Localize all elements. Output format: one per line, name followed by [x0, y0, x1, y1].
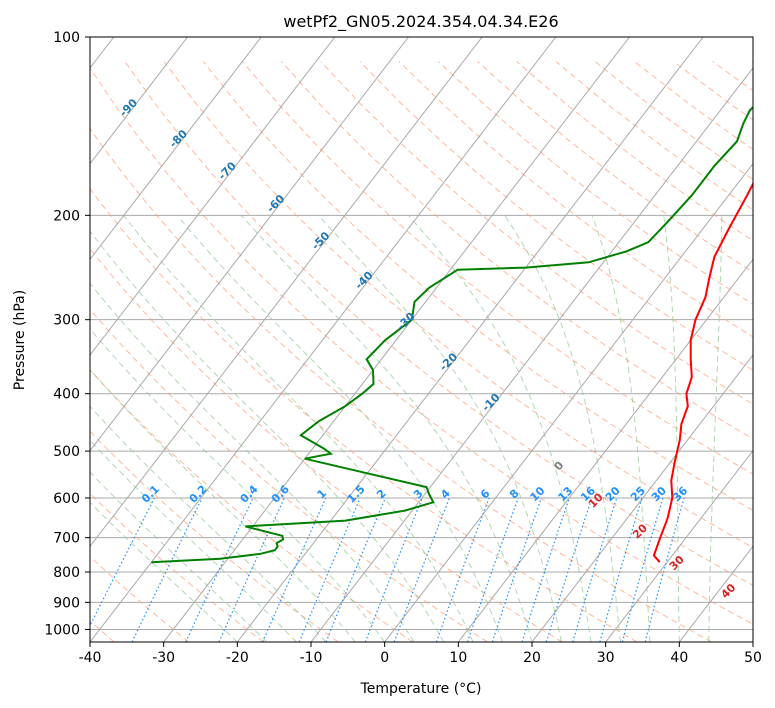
mixing-ratio-line	[131, 497, 203, 642]
isotherm-line	[90, 37, 336, 356]
y-tick-label: 600	[53, 491, 80, 507]
mixing-ratio-line	[262, 497, 327, 642]
dry-adiabat	[163, 61, 753, 549]
dry-adiabat	[90, 248, 563, 642]
isotherm-line	[90, 37, 188, 165]
chart-title: wetPf2_GN05.2024.354.04.34.E26	[283, 12, 558, 32]
isotherm-line	[90, 37, 262, 261]
mixing-ratio-line	[90, 497, 155, 627]
moist-adiabat	[591, 215, 651, 642]
dry-adiabat	[124, 61, 753, 586]
isotherm-line	[310, 67, 753, 642]
moist-adiabat	[90, 471, 268, 642]
y-tick-label: 200	[53, 208, 80, 224]
x-tick-label: -30	[152, 650, 175, 666]
mixing-ratio-line	[545, 497, 593, 642]
x-tick-label: 0	[380, 650, 389, 666]
moist-adiabat	[663, 215, 680, 642]
mixing-ratio-line	[621, 497, 664, 642]
y-tick-label: 1000	[44, 622, 80, 638]
dry-adiabat	[90, 555, 190, 642]
x-tick-label: 50	[744, 650, 762, 666]
y-tick-label: 900	[53, 595, 80, 611]
mixing-ratio-line	[572, 497, 618, 642]
x-axis-label: Temperature (°C)	[360, 681, 482, 697]
moist-adiabat	[504, 215, 621, 642]
dry-adiabat	[90, 430, 339, 642]
mixing-ratio-line	[599, 497, 643, 642]
isotherm-line	[384, 162, 753, 642]
mixing-ratio-line	[435, 497, 490, 642]
dry-adiabat	[90, 187, 638, 642]
plot-area: -100-90-80-70-60-50-40-30-20-100.10.20.4…	[90, 37, 753, 642]
y-tick-label: 100	[53, 30, 80, 46]
x-tick-label: -40	[79, 650, 102, 666]
y-tick-label: 700	[53, 531, 80, 547]
mixing-ratio-line	[364, 497, 423, 642]
isotherm-line	[531, 354, 753, 642]
isotherm-line	[90, 37, 409, 452]
x-tick-label: 30	[597, 650, 615, 666]
y-tick-label: 300	[53, 313, 80, 329]
y-axis-label: Pressure (hPa)	[12, 290, 28, 390]
x-tick-label: 40	[670, 650, 688, 666]
temperature-profile-line	[652, 181, 753, 563]
x-tick-label: 20	[523, 650, 541, 666]
mixing-ratio-line	[466, 497, 519, 642]
dry-adiabat	[90, 67, 753, 625]
isotherm-line	[605, 449, 753, 642]
isotherm-line	[236, 37, 704, 642]
mixing-ratio-line	[185, 497, 254, 642]
isotherm-line	[163, 37, 630, 642]
dewpoint-profile-line	[151, 105, 753, 564]
dry-adiabat	[281, 61, 753, 440]
moist-adiabat	[90, 282, 415, 642]
y-tick-label: 400	[53, 387, 80, 403]
axes: -40 -30 -20 -10 0 10 20 30 40 50 100 200 300 400 500 60…	[44, 30, 762, 666]
dry-adiabat	[90, 369, 414, 642]
moist-adiabat	[317, 214, 562, 642]
moist-adiabat	[90, 501, 238, 642]
moist-adiabat	[708, 215, 723, 642]
mixing-ratio-line	[521, 497, 570, 642]
mixing-ratio-line	[644, 497, 685, 642]
moist-adiabat	[90, 230, 445, 642]
moist-adiabat	[240, 214, 533, 642]
mixing-ratio-line	[325, 497, 386, 642]
x-tick-label: 10	[449, 650, 467, 666]
mixing-ratio-line	[393, 497, 450, 642]
x-tick-label: -10	[300, 650, 323, 666]
x-tick-label: -20	[226, 650, 249, 666]
y-tick-label: 800	[53, 565, 80, 581]
moist-adiabat	[90, 368, 356, 642]
moist-adiabat	[90, 439, 297, 642]
dry-adiabat	[398, 61, 753, 338]
moist-adiabat	[176, 214, 503, 642]
plot-frame	[89, 36, 754, 643]
y-tick-label: 500	[53, 444, 80, 460]
isotherm-line	[90, 37, 483, 548]
moist-adiabat	[90, 405, 327, 642]
moist-adiabat	[123, 214, 474, 642]
dry-adiabat	[242, 61, 753, 475]
mixing-ratio-line	[298, 497, 361, 642]
dry-adiabat	[90, 308, 488, 642]
mixing-ratio-line	[218, 497, 285, 642]
isotherm-line	[90, 37, 557, 642]
mixing-ratio-line	[491, 497, 542, 642]
